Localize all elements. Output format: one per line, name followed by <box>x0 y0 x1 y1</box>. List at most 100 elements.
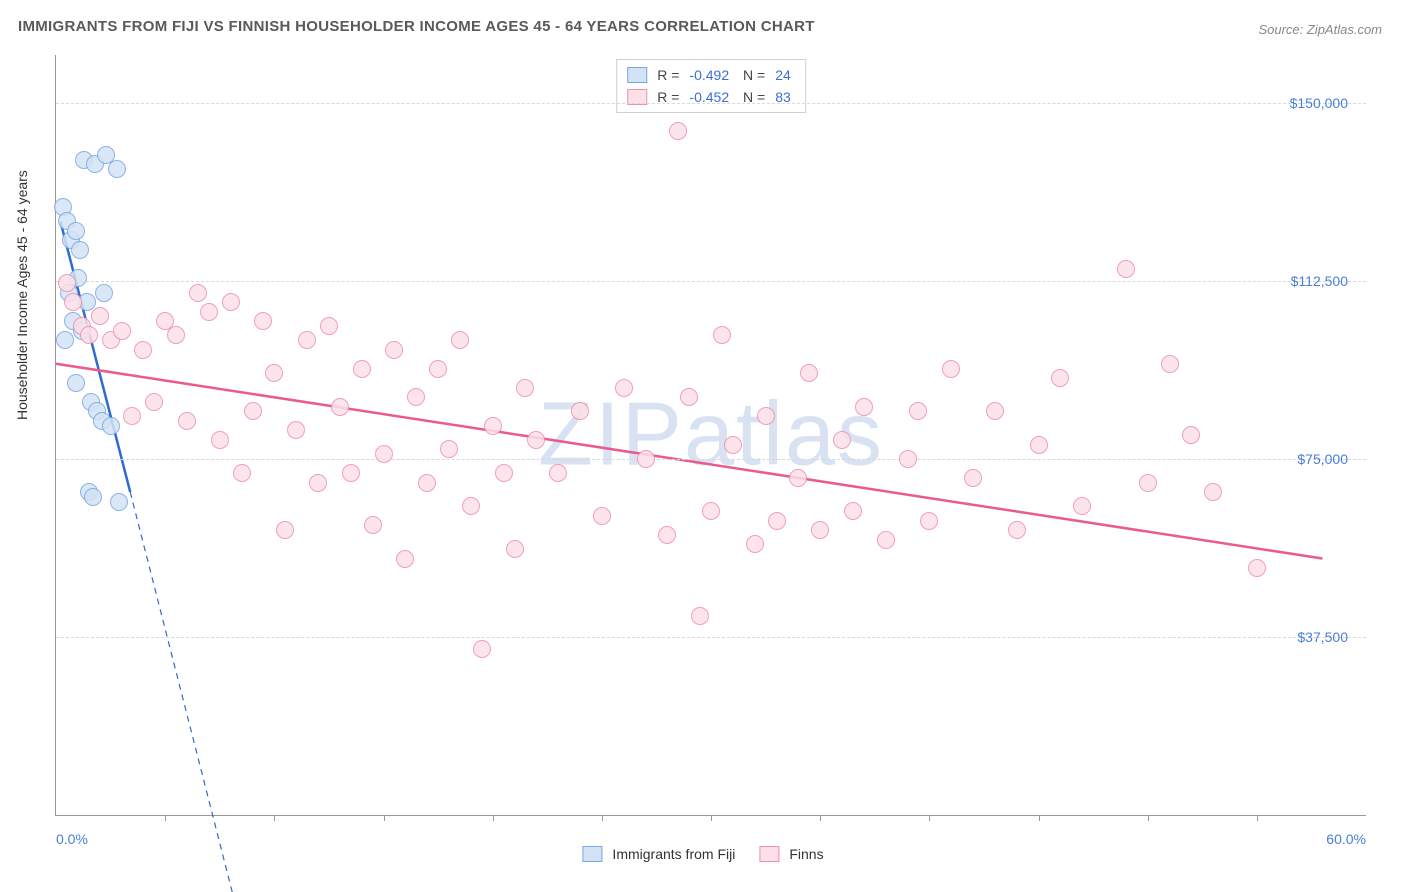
plot-area: ZIPatlas R = -0.492 N = 24 R = -0.452 N … <box>55 55 1366 816</box>
data-point <box>91 307 109 325</box>
y-tick-label: $75,000 <box>1297 451 1348 467</box>
x-tick <box>602 815 603 821</box>
data-point <box>385 341 403 359</box>
data-point <box>108 160 126 178</box>
gridline <box>56 459 1366 460</box>
legend-item-0: Immigrants from Fiji <box>582 846 735 862</box>
data-point <box>309 474 327 492</box>
data-point <box>440 440 458 458</box>
data-point <box>1117 260 1135 278</box>
data-point <box>964 469 982 487</box>
data-point <box>811 521 829 539</box>
data-point <box>877 531 895 549</box>
r-label: R = <box>657 64 679 86</box>
data-point <box>320 317 338 335</box>
data-point <box>407 388 425 406</box>
gridline <box>56 637 1366 638</box>
y-tick-label: $150,000 <box>1290 95 1348 111</box>
data-point <box>495 464 513 482</box>
data-point <box>691 607 709 625</box>
x-tick <box>820 815 821 821</box>
data-point <box>353 360 371 378</box>
data-point <box>102 417 120 435</box>
data-point <box>189 284 207 302</box>
data-point <box>844 502 862 520</box>
data-point <box>67 222 85 240</box>
data-point <box>527 431 545 449</box>
data-point <box>516 379 534 397</box>
data-point <box>462 497 480 515</box>
data-point <box>1161 355 1179 373</box>
x-tick <box>165 815 166 821</box>
data-point <box>757 407 775 425</box>
r-value-0: -0.492 <box>689 64 729 86</box>
data-point <box>1008 521 1026 539</box>
data-point <box>1248 559 1266 577</box>
n-value-1: 83 <box>775 86 791 108</box>
x-tick <box>1039 815 1040 821</box>
legend-swatch-1 <box>759 846 779 862</box>
x-tick <box>1148 815 1149 821</box>
source-attribution: Source: ZipAtlas.com <box>1258 22 1382 37</box>
data-point <box>1204 483 1222 501</box>
r-label: R = <box>657 86 679 108</box>
data-point <box>244 402 262 420</box>
data-point <box>702 502 720 520</box>
data-point <box>134 341 152 359</box>
data-point <box>942 360 960 378</box>
data-point <box>549 464 567 482</box>
data-point <box>222 293 240 311</box>
data-point <box>298 331 316 349</box>
x-tick-label-max: 60.0% <box>1326 831 1366 847</box>
data-point <box>110 493 128 511</box>
x-tick <box>1257 815 1258 821</box>
data-point <box>986 402 1004 420</box>
trend-lines-layer <box>56 55 1366 815</box>
r-value-1: -0.452 <box>689 86 729 108</box>
x-tick <box>384 815 385 821</box>
correlation-legend: R = -0.492 N = 24 R = -0.452 N = 83 <box>616 59 806 113</box>
data-point <box>637 450 655 468</box>
data-point <box>658 526 676 544</box>
data-point <box>680 388 698 406</box>
x-tick <box>929 815 930 821</box>
data-point <box>200 303 218 321</box>
data-point <box>855 398 873 416</box>
data-point <box>669 122 687 140</box>
legend-swatch-0 <box>627 67 647 83</box>
data-point <box>1139 474 1157 492</box>
data-point <box>800 364 818 382</box>
data-point <box>58 274 76 292</box>
data-point <box>287 421 305 439</box>
data-point <box>746 535 764 553</box>
data-point <box>920 512 938 530</box>
data-point <box>265 364 283 382</box>
data-point <box>484 417 502 435</box>
data-point <box>724 436 742 454</box>
data-point <box>1073 497 1091 515</box>
data-point <box>364 516 382 534</box>
x-tick <box>493 815 494 821</box>
data-point <box>418 474 436 492</box>
data-point <box>254 312 272 330</box>
data-point <box>451 331 469 349</box>
legend-item-1: Finns <box>759 846 823 862</box>
data-point <box>123 407 141 425</box>
n-label: N = <box>739 86 765 108</box>
y-tick-label: $112,500 <box>1291 273 1348 289</box>
data-point <box>473 640 491 658</box>
y-axis-label: Householder Income Ages 45 - 64 years <box>14 170 30 420</box>
data-point <box>342 464 360 482</box>
data-point <box>145 393 163 411</box>
data-point <box>768 512 786 530</box>
data-point <box>909 402 927 420</box>
data-point <box>396 550 414 568</box>
series-legend: Immigrants from Fiji Finns <box>582 846 823 862</box>
data-point <box>178 412 196 430</box>
legend-row-series-1: R = -0.452 N = 83 <box>627 86 795 108</box>
data-point <box>506 540 524 558</box>
data-point <box>211 431 229 449</box>
data-point <box>713 326 731 344</box>
data-point <box>113 322 131 340</box>
data-point <box>1030 436 1048 454</box>
